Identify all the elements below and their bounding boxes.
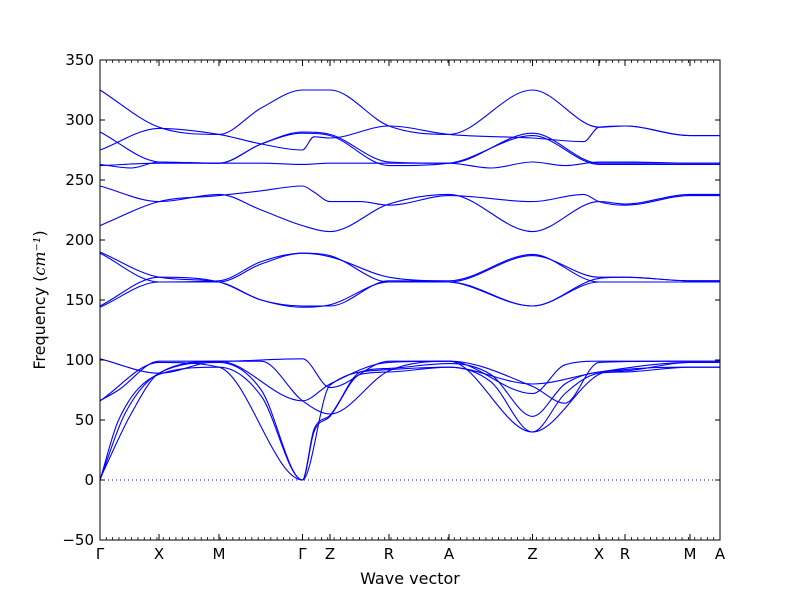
y-tick-label: 300 xyxy=(65,111,94,129)
y-tick-label: 350 xyxy=(65,51,94,69)
x-tick-label: Z xyxy=(325,545,335,563)
x-tick-label: A xyxy=(715,545,726,563)
phonon-branch-5 xyxy=(99,358,720,433)
phonon-branch-15 xyxy=(99,131,721,167)
phonon-branch-11 xyxy=(99,185,720,227)
x-tick-label: X xyxy=(594,545,604,563)
x-tick-label: R xyxy=(384,545,394,563)
y-axis-unit: cm⁻¹ xyxy=(30,237,49,276)
phonon-branch-17 xyxy=(99,89,720,137)
y-tick-label: 0 xyxy=(84,471,94,489)
x-tick-label: M xyxy=(684,545,697,563)
x-tick-label: A xyxy=(444,545,455,563)
y-axis-title: Frequency (cm⁻¹) xyxy=(30,230,49,369)
series-layer xyxy=(99,89,721,481)
phonon-branch-4 xyxy=(99,358,720,402)
y-tick-label: 250 xyxy=(65,171,94,189)
x-tick-label: X xyxy=(154,545,164,563)
x-tick-label: Z xyxy=(527,545,537,563)
plot-frame xyxy=(99,59,721,541)
y-tick-label: 100 xyxy=(65,351,94,369)
x-tick-label: R xyxy=(620,545,630,563)
x-tick-label: M xyxy=(213,545,226,563)
y-axis-title-text: Frequency xyxy=(30,287,49,370)
y-tick-label: 200 xyxy=(65,231,94,249)
phonon-branch-9 xyxy=(99,252,720,283)
phonon-branch-12 xyxy=(99,185,720,233)
phonon-branch-10 xyxy=(99,251,720,308)
x-tick-label: Γ xyxy=(96,545,105,563)
x-tick-label: Γ xyxy=(298,545,307,563)
x-axis-title: Wave vector xyxy=(360,569,460,588)
y-tick-label: 50 xyxy=(75,411,94,429)
phonon-branch-6 xyxy=(99,361,720,481)
y-tick-label: 150 xyxy=(65,291,94,309)
y-tick-label: −50 xyxy=(62,531,94,549)
